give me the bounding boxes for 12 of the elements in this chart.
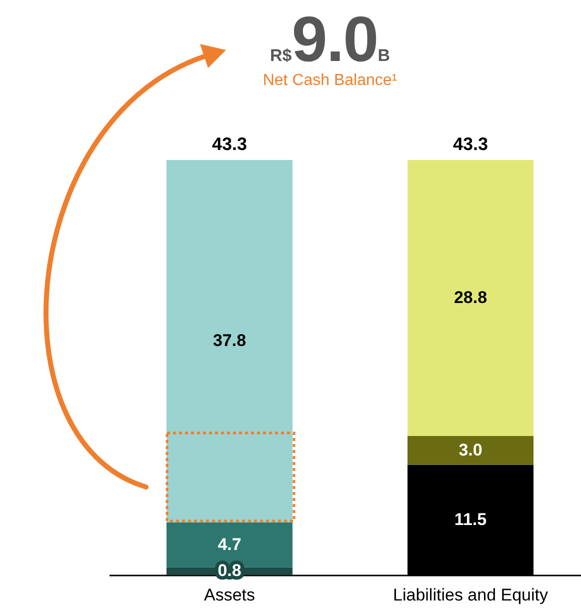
total-label: 43.3 (212, 134, 248, 154)
data-label: 11.5 (454, 510, 487, 529)
data-label: 0.8 (218, 561, 242, 580)
bar (408, 160, 534, 436)
x-tick-label: Assets (204, 586, 256, 604)
data-label: 37.8 (212, 331, 246, 350)
total-label: 43.3 (452, 134, 488, 154)
data-label: 28.8 (454, 288, 488, 308)
chart-subtitle: Net Cash Balance¹ (262, 72, 398, 90)
x-tick-label: Liabilities and Equity (393, 586, 548, 604)
data-label: 3.0 (458, 440, 482, 460)
data-label: 4.7 (218, 534, 242, 554)
